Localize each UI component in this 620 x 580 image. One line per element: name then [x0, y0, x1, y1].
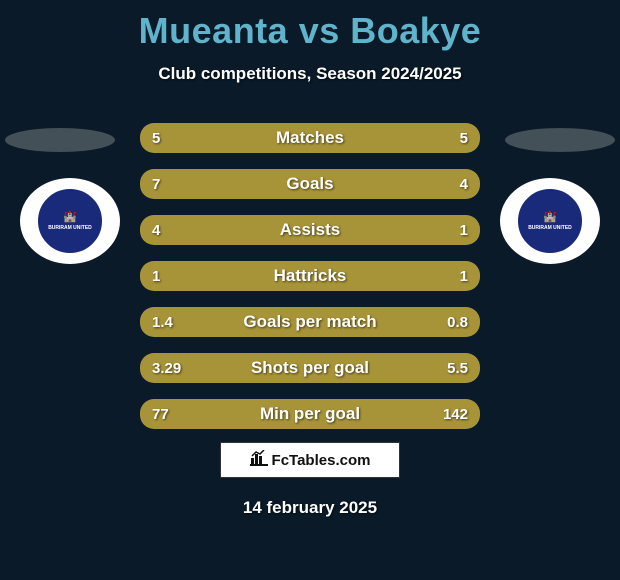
crest-right: 🏰 BURIRAM UNITED — [500, 178, 600, 264]
stat-label: Goals — [140, 169, 480, 199]
stat-label: Goals per match — [140, 307, 480, 337]
stat-row: 41Assists — [140, 215, 480, 245]
date-text: 14 february 2025 — [0, 498, 620, 518]
footer-brand-text: FcTables.com — [272, 452, 371, 469]
crest-left: 🏰 BURIRAM UNITED — [20, 178, 120, 264]
stat-row: 3.295.5Shots per goal — [140, 353, 480, 383]
crest-left-inner: 🏰 BURIRAM UNITED — [38, 189, 102, 253]
stat-row: 1.40.8Goals per match — [140, 307, 480, 337]
stat-label: Hattricks — [140, 261, 480, 291]
crest-castle-icon: 🏰 — [63, 212, 77, 223]
crest-left-text: BURIRAM UNITED — [48, 225, 92, 231]
stat-label: Matches — [140, 123, 480, 153]
stat-label: Min per goal — [140, 399, 480, 429]
stat-label: Shots per goal — [140, 353, 480, 383]
footer-brand-box: FcTables.com — [220, 442, 400, 478]
stat-bars-container: 55Matches 74Goals 41Assists 11Hattricks 1.40… — [140, 123, 480, 445]
stat-row: 74Goals — [140, 169, 480, 199]
crest-shadow-left — [5, 128, 115, 152]
crest-shadow-right — [505, 128, 615, 152]
subtitle: Club competitions, Season 2024/2025 — [0, 64, 620, 84]
stat-label: Assists — [140, 215, 480, 245]
stat-row: 55Matches — [140, 123, 480, 153]
stat-row: 77142Min per goal — [140, 399, 480, 429]
chart-icon — [250, 450, 268, 471]
page-title: Mueanta vs Boakye — [0, 0, 620, 52]
crest-right-text: BURIRAM UNITED — [528, 225, 572, 231]
crest-castle-icon: 🏰 — [543, 212, 557, 223]
crest-right-inner: 🏰 BURIRAM UNITED — [518, 189, 582, 253]
stat-row: 11Hattricks — [140, 261, 480, 291]
